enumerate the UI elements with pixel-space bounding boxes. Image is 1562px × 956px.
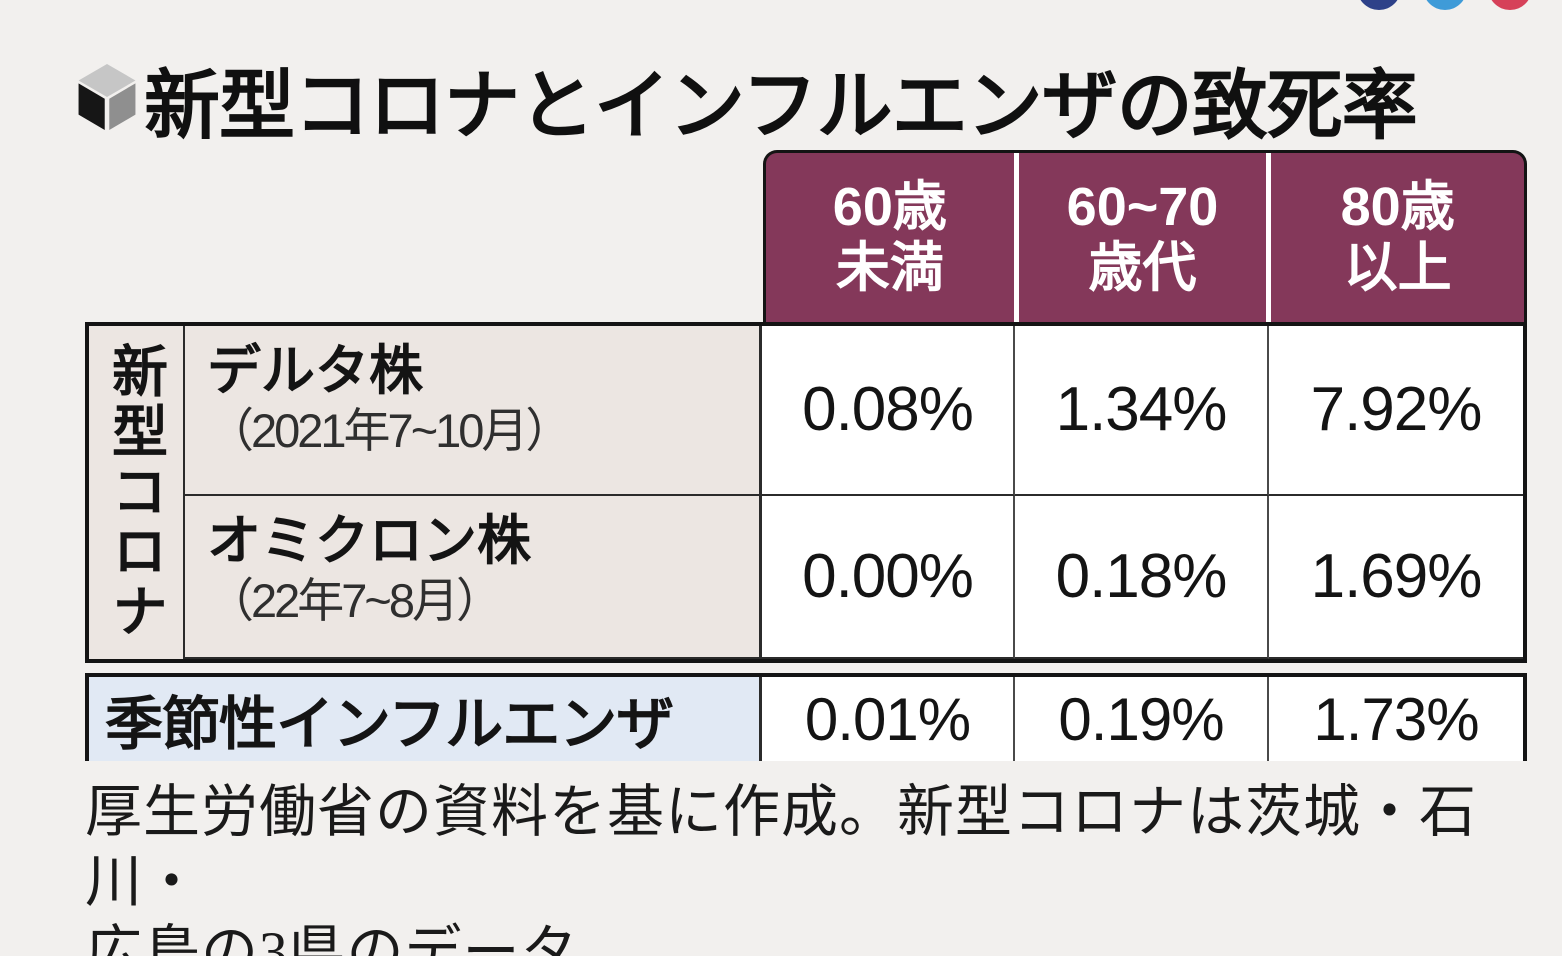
age-col-60s70s: 60~70 歳代 <box>1019 153 1272 322</box>
age-band-header: 60歳 未満 60~70 歳代 80歳 以上 <box>763 150 1527 322</box>
share-button-3[interactable] <box>1488 0 1532 10</box>
source-note-line1: 厚生労働省の資料を基に作成。新型コロナは茨城・石川・ <box>85 781 1477 914</box>
influenza-under60: 0.01% <box>762 677 1015 761</box>
share-button-2[interactable] <box>1423 0 1467 10</box>
covid-table: 新型コロナ デルタ株 （2021年7~10月） 0.08% 1.34% 7.92… <box>85 322 1527 663</box>
cube-bullet-icon <box>78 64 136 130</box>
age-col-under60: 60歳 未満 <box>766 153 1019 322</box>
page-title: 新型コロナとインフルエンザの致死率 <box>144 64 1418 149</box>
influenza-row-label: 季節性インフルエンザ <box>89 677 762 761</box>
omicron-row-label: オミクロン株 （22年7~8月） <box>185 495 762 659</box>
share-button-1[interactable] <box>1357 0 1401 10</box>
age-col-over80: 80歳 以上 <box>1340 177 1455 298</box>
omicron-period: （22年7~8月） <box>207 573 503 627</box>
delta-60s70s: 1.34% <box>1015 326 1269 496</box>
omicron-under60: 0.00% <box>762 495 1015 659</box>
influenza-60s70s: 0.19% <box>1015 677 1269 761</box>
source-note-line2: 広島の3県のデータ <box>85 921 579 956</box>
omicron-over80: 1.69% <box>1269 495 1523 659</box>
delta-over80: 7.92% <box>1269 326 1523 496</box>
delta-name: デルタ株 <box>207 341 423 401</box>
omicron-name: オミクロン株 <box>207 510 531 571</box>
influenza-table: 季節性インフルエンザ 0.01% 0.19% 1.73% <box>85 673 1527 761</box>
covid-group-label: 新型コロナ <box>89 326 185 659</box>
influenza-over80: 1.73% <box>1269 677 1523 761</box>
delta-under60: 0.08% <box>762 326 1015 496</box>
delta-row-label: デルタ株 （2021年7~10月） <box>185 326 762 496</box>
omicron-60s70s: 0.18% <box>1015 495 1269 659</box>
source-note: 厚生労働省の資料を基に作成。新型コロナは茨城・石川・ 広島の3県のデータ <box>85 778 1555 956</box>
delta-period: （2021年7~10月） <box>207 404 572 458</box>
